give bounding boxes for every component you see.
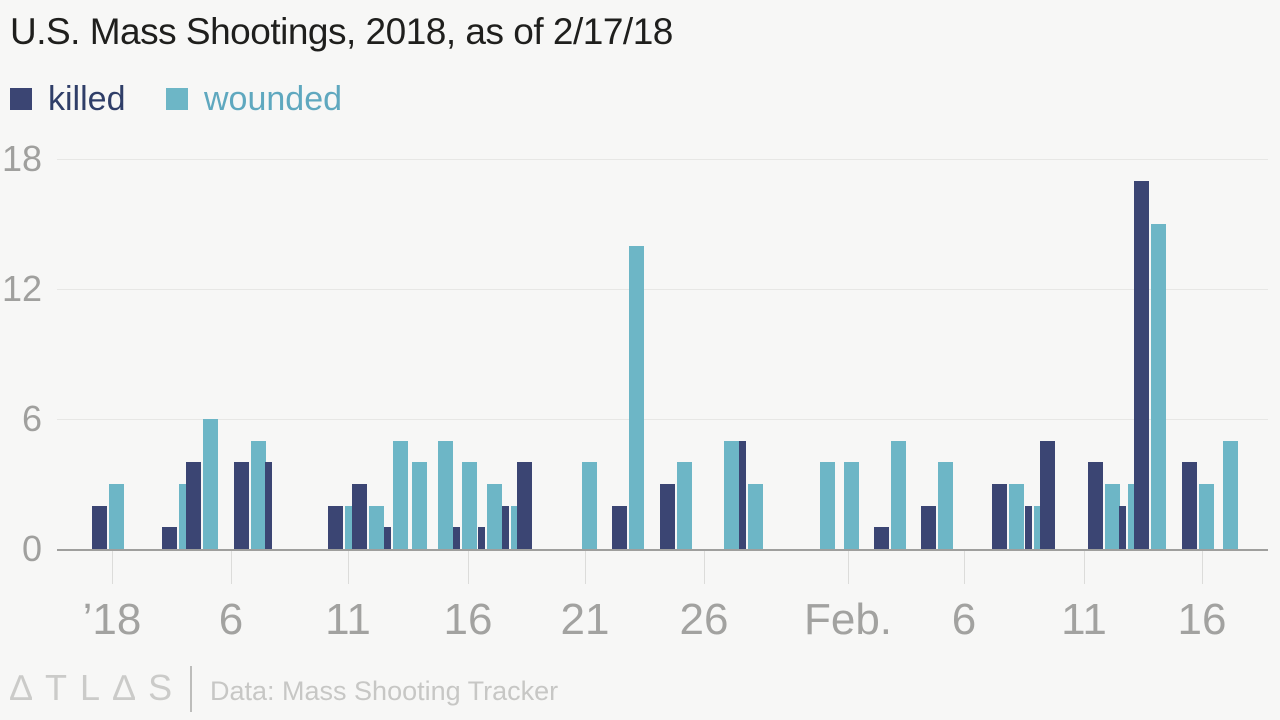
x-axis-label: 11 [325, 595, 371, 644]
bar-wounded [393, 441, 408, 549]
killed-swatch-icon [10, 88, 32, 110]
bar-killed [477, 527, 485, 549]
y-axis-label-0: 0 [21, 528, 42, 569]
bar-killed [162, 527, 177, 549]
x-axis-tick [964, 551, 965, 584]
bar-wounded [582, 462, 597, 549]
bar-killed [265, 462, 272, 549]
bar-wounded [486, 484, 502, 549]
bar-killed [453, 527, 460, 549]
bar-killed [920, 506, 936, 549]
y-axis-label-18: 18 [1, 138, 42, 179]
bar-killed [874, 527, 889, 549]
bar-killed [352, 484, 367, 549]
bar-killed [517, 462, 532, 549]
bar-killed [611, 506, 627, 549]
x-axis-label: Feb. [803, 595, 893, 644]
bar-killed [1119, 506, 1126, 549]
gridline-6 [57, 419, 1268, 420]
wounded-swatch-icon [166, 88, 188, 110]
x-axis-label: 21 [560, 595, 610, 644]
x-axis-tick [585, 551, 586, 584]
x-axis-label: ’18 [82, 595, 142, 644]
gridline-18 [57, 159, 1268, 160]
data-source-credit: Data: Mass Shooting Tracker [210, 676, 559, 706]
bar-wounded [748, 484, 763, 549]
x-axis-label: 11 [1061, 595, 1107, 644]
bar-wounded [203, 419, 218, 549]
x-axis-label: 16 [443, 595, 493, 644]
x-axis-label: 6 [218, 595, 244, 644]
bar-wounded [1198, 484, 1214, 549]
y-axis-label-6: 6 [21, 398, 42, 439]
x-axis-tick [468, 551, 469, 584]
bar-killed [739, 441, 746, 549]
x-axis-label: 16 [1177, 595, 1227, 644]
bar-killed [186, 462, 201, 549]
footer: ∆TL∆S Data: Mass Shooting Tracker [0, 660, 1280, 720]
bar-killed [659, 484, 675, 549]
x-axis-tick [348, 551, 349, 584]
x-axis-label: 26 [679, 595, 729, 644]
chart-title: U.S. Mass Shootings, 2018, as of 2/17/18 [10, 11, 673, 52]
bar-killed [1087, 462, 1103, 549]
bar-wounded [109, 484, 124, 549]
y-axis-label-12: 12 [1, 268, 42, 309]
bar-wounded [1009, 484, 1024, 549]
x-axis-tick [848, 551, 849, 584]
bar-killed [1025, 506, 1032, 549]
gridline-12 [57, 289, 1268, 290]
bar-wounded [844, 462, 859, 549]
bar-wounded [628, 246, 644, 549]
bar-wounded [369, 506, 384, 549]
x-axis-tick [1202, 551, 1203, 584]
bar-killed [1039, 441, 1055, 549]
x-axis-tick [1084, 551, 1085, 584]
legend-item-wounded: wounded [166, 80, 343, 118]
bar-wounded [1104, 484, 1120, 549]
bar-wounded [412, 462, 427, 549]
bar-wounded [891, 441, 906, 549]
bar-wounded [937, 462, 953, 549]
bar-wounded [1151, 224, 1166, 549]
bar-killed [92, 506, 107, 549]
bar-wounded [251, 441, 266, 549]
x-axis-tick [231, 551, 232, 584]
bar-wounded [462, 462, 477, 549]
x-axis-tick [112, 551, 113, 584]
x-axis-label: 6 [951, 595, 977, 644]
bar-wounded [820, 462, 835, 549]
bar-wounded [1223, 441, 1238, 549]
legend-label-wounded: wounded [204, 80, 343, 118]
bar-killed [234, 462, 249, 549]
bar-killed [1181, 462, 1197, 549]
x-axis-baseline [57, 549, 1268, 551]
bar-killed [992, 484, 1007, 549]
legend-label-killed: killed [48, 80, 126, 118]
bar-killed [502, 506, 509, 549]
legend-item-killed: killed [10, 80, 126, 118]
bar-wounded [676, 462, 692, 549]
bar-killed [328, 506, 343, 549]
footer-divider [190, 666, 192, 712]
x-axis-tick [704, 551, 705, 584]
bar-wounded [724, 441, 739, 549]
bar-wounded [438, 441, 453, 549]
bar-killed [384, 527, 391, 549]
atlas-logo: ∆TL∆S [10, 667, 186, 708]
bar-killed [1134, 181, 1149, 549]
